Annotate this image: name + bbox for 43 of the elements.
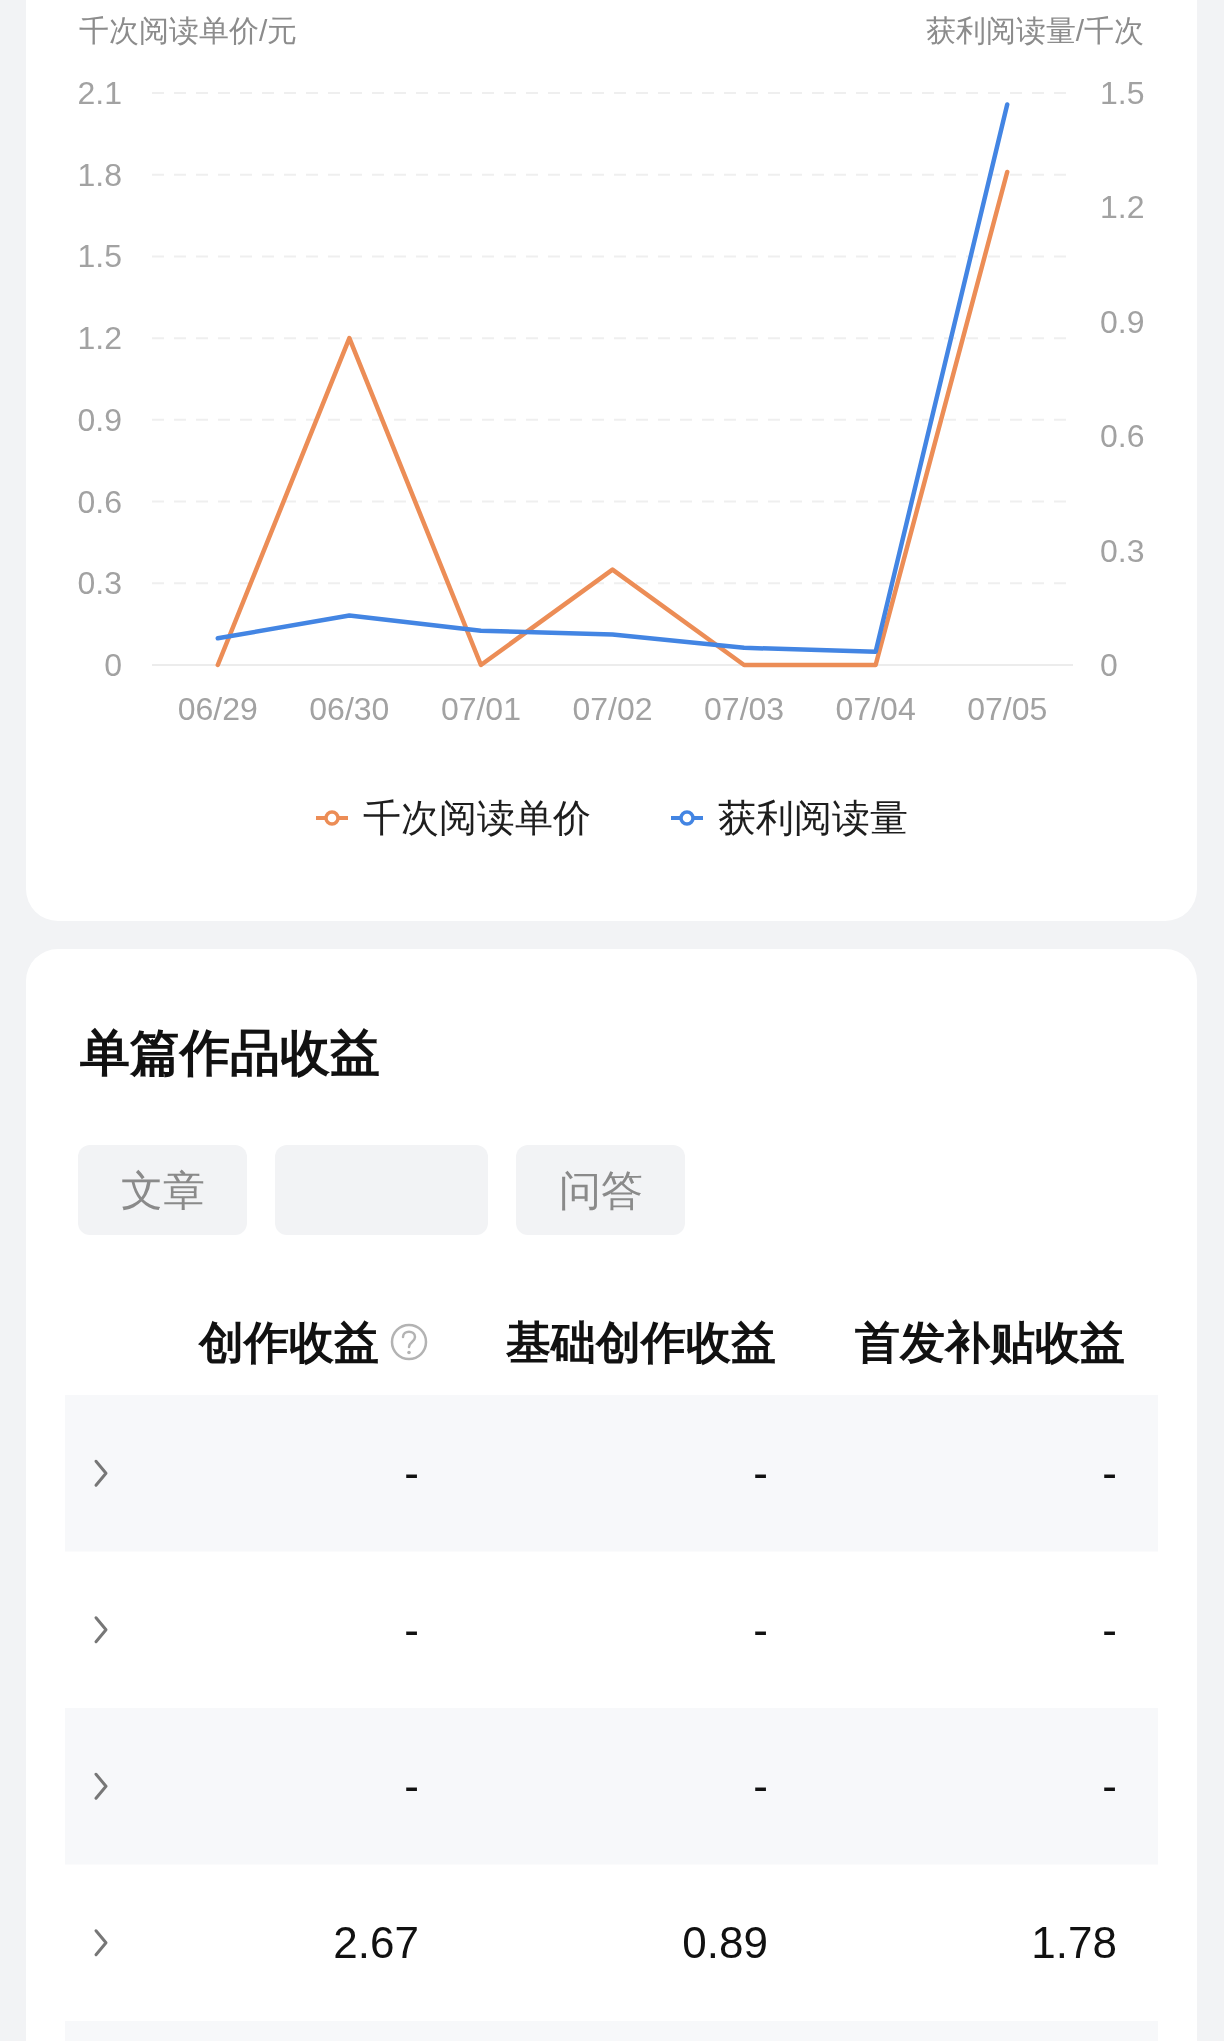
- y-tick-label: 1.8: [77, 156, 122, 193]
- y2-tick-label: 0: [1100, 647, 1118, 683]
- y2-tick-label: 1.5: [1100, 75, 1145, 111]
- category-label: 文章: [120, 1167, 205, 1214]
- y-tick-label: 1.2: [77, 320, 122, 357]
- text: -: [1102, 1761, 1117, 1811]
- text: 首发补贴收益: [855, 1317, 1125, 1368]
- y-tick-label: 0: [104, 647, 122, 683]
- x-tick-label: 06/30: [309, 691, 390, 727]
- text: 1.78: [1031, 1917, 1117, 1967]
- y-tick-label: 1.5: [77, 238, 122, 275]
- legend-label: 获利阅读量: [718, 797, 908, 839]
- text: -: [1102, 1604, 1117, 1654]
- y-tick-label: 0.9: [77, 401, 122, 438]
- text: -: [753, 1604, 768, 1654]
- text: -: [404, 1761, 419, 1811]
- y2-tick-label: 0.9: [1100, 303, 1145, 340]
- x-tick-label: 06/29: [177, 691, 258, 727]
- text: -: [753, 1448, 768, 1498]
- text: 单篇作品收益: [79, 1025, 380, 1081]
- y2-tick-label: 0.3: [1100, 532, 1145, 569]
- x-tick-label: 07/02: [572, 691, 653, 727]
- text: 0.89: [682, 1917, 768, 1967]
- text: 2.67: [333, 1917, 419, 1967]
- y-tick-label: 0.3: [77, 565, 122, 602]
- y2-tick-label: 0.6: [1100, 418, 1145, 455]
- text: 基础创作收益: [505, 1317, 776, 1368]
- text: -: [1102, 1448, 1117, 1498]
- y-tick-label: 2.1: [77, 75, 122, 111]
- category-label: 问答: [558, 1167, 643, 1214]
- x-tick-label: 07/05: [967, 691, 1048, 727]
- text: -: [753, 1761, 768, 1811]
- text: -: [404, 1604, 419, 1654]
- legend-label: 千次阅读单价: [363, 797, 591, 839]
- y-axis-title: 千次阅读单价/元: [79, 14, 298, 47]
- y2-axis-title: 获利阅读量/千次: [925, 14, 1144, 47]
- y2-tick-label: 1.2: [1100, 189, 1145, 226]
- x-tick-label: 07/03: [704, 691, 785, 727]
- y-tick-label: 0.6: [77, 483, 122, 520]
- x-tick-label: 07/04: [835, 691, 916, 727]
- text: -: [404, 1448, 419, 1498]
- x-tick-label: 07/01: [440, 691, 521, 727]
- text: 创作收益: [197, 1317, 379, 1368]
